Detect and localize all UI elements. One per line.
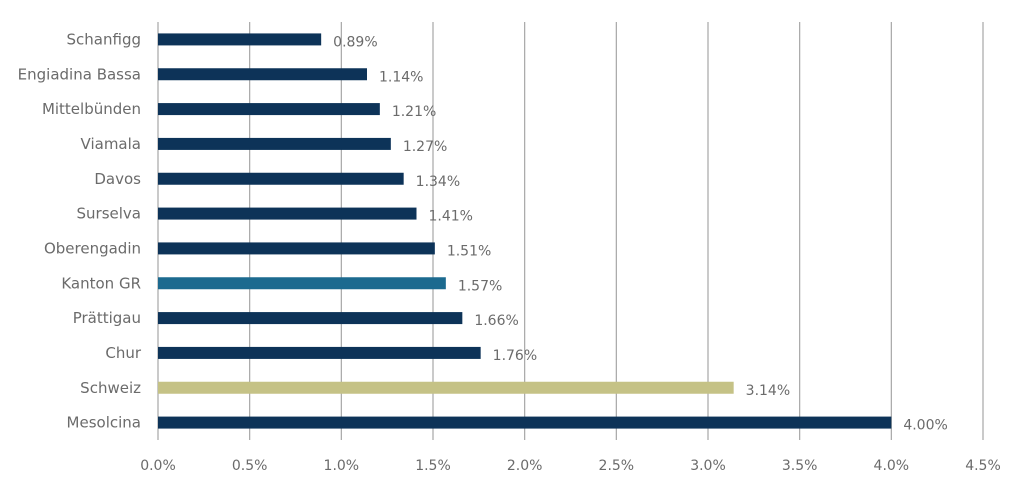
category-label: Kanton GR bbox=[61, 274, 141, 292]
data-label: 0.89% bbox=[333, 34, 377, 50]
data-label: 1.51% bbox=[447, 243, 491, 259]
bar bbox=[158, 103, 380, 116]
x-axis-tick-labels: 0.0% 0.5% 1.0% 1.5% 2.0% 2.5% 3.0% 3.5% 4.0% 4.5% bbox=[140, 458, 1001, 474]
x-tick-label: 3.0% bbox=[690, 458, 726, 474]
bar bbox=[158, 416, 892, 429]
data-label: 1.41% bbox=[429, 209, 473, 225]
bar bbox=[158, 207, 417, 220]
bars bbox=[158, 33, 892, 429]
data-label: 4.00% bbox=[903, 418, 947, 434]
x-tick-label: 4.0% bbox=[874, 458, 910, 474]
x-tick-label: 1.0% bbox=[324, 458, 360, 474]
bar bbox=[158, 381, 734, 394]
category-label: Oberengadin bbox=[44, 239, 141, 257]
data-label: 1.14% bbox=[379, 69, 423, 85]
data-label: 1.34% bbox=[416, 174, 460, 190]
data-label: 1.27% bbox=[403, 139, 447, 155]
data-label: 1.66% bbox=[474, 313, 518, 329]
category-label: Engiadina Bassa bbox=[18, 65, 141, 83]
x-tick-label: 0.5% bbox=[232, 458, 268, 474]
bar bbox=[158, 312, 463, 325]
bar bbox=[158, 277, 446, 290]
data-label: 3.14% bbox=[746, 383, 790, 399]
x-tick-label: 3.5% bbox=[782, 458, 818, 474]
x-tick-label: 2.0% bbox=[507, 458, 543, 474]
bar bbox=[158, 242, 435, 255]
category-label: Surselva bbox=[77, 205, 141, 223]
category-label: Davos bbox=[94, 170, 141, 188]
gridlines bbox=[157, 22, 984, 440]
bar bbox=[158, 68, 367, 81]
category-label: Mittelbünden bbox=[42, 100, 141, 118]
bar bbox=[158, 172, 404, 185]
category-label: Chur bbox=[105, 344, 141, 362]
category-label: Viamala bbox=[81, 135, 141, 153]
x-tick-label: 1.5% bbox=[415, 458, 451, 474]
category-label: Schanfigg bbox=[67, 30, 141, 48]
x-tick-label: 4.5% bbox=[965, 458, 1001, 474]
data-label: 1.57% bbox=[458, 278, 502, 294]
bar bbox=[158, 137, 391, 150]
bar bbox=[158, 346, 481, 359]
category-label: Mesolcina bbox=[67, 414, 141, 432]
category-label: Prättigau bbox=[73, 309, 141, 327]
bar bbox=[158, 33, 322, 46]
category-label: Schweiz bbox=[80, 379, 141, 397]
data-label: 1.76% bbox=[493, 348, 537, 364]
data-label: 1.21% bbox=[392, 104, 436, 120]
x-tick-label: 2.5% bbox=[599, 458, 635, 474]
x-tick-label: 0.0% bbox=[140, 458, 176, 474]
value-labels: 0.89% 1.14% 1.21% 1.27% 1.34% 1.41% 1.51% 1.57%… bbox=[333, 34, 948, 433]
category-labels: Schanfigg Engiadina Bassa Mittelbünden Viam… bbox=[18, 30, 142, 431]
